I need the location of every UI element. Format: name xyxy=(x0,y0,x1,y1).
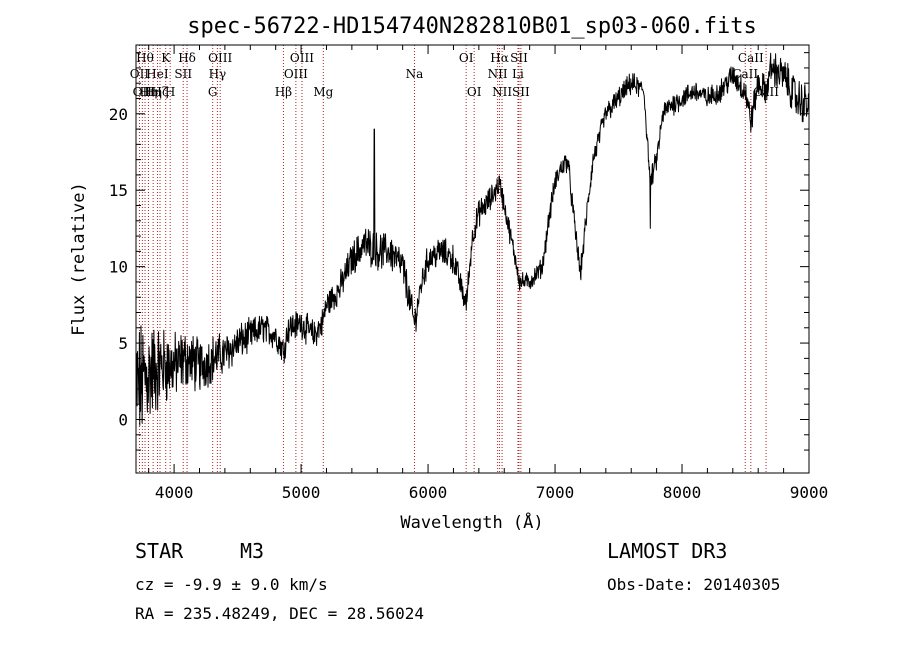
line-label: OIII xyxy=(284,67,308,81)
spectrum-line xyxy=(135,52,810,426)
line-label: SII xyxy=(174,67,192,81)
line-label: OIII xyxy=(208,51,232,65)
line-label: NII xyxy=(492,85,512,99)
line-label: Hγ xyxy=(209,67,227,81)
subclass: M3 xyxy=(240,539,265,563)
line-label: G xyxy=(208,85,218,99)
chart-title: spec-56722-HD154740N282810B01_sp03-060.f… xyxy=(187,14,757,39)
line-label: HeI xyxy=(146,67,169,81)
line-label: K xyxy=(161,51,171,65)
x-tick-label: 8000 xyxy=(663,483,702,502)
line-label: OI xyxy=(467,85,482,99)
line-label: OIII xyxy=(290,51,314,65)
line-marker-layer xyxy=(138,45,767,473)
x-tick-label: 5000 xyxy=(282,483,321,502)
x-tick-label: 9000 xyxy=(790,483,829,502)
line-label: SII xyxy=(510,51,528,65)
redshift-text: cz = -9.9 ± 9.0 km/s xyxy=(135,575,328,594)
line-label: CaII xyxy=(732,67,758,81)
line-label: Hα xyxy=(490,51,509,65)
x-axis-title: Wavelength (Å) xyxy=(400,511,543,533)
line-label: SII xyxy=(512,85,530,99)
line-label: Hη xyxy=(140,85,158,99)
plot-frame xyxy=(135,44,810,474)
line-label: Hη xyxy=(144,85,162,99)
line-label: OI xyxy=(459,51,474,65)
line-label: Hβ xyxy=(275,85,292,99)
line-label: CaII xyxy=(738,51,764,65)
line-label: H xyxy=(165,85,175,99)
y-tick-label: 10 xyxy=(109,258,128,277)
survey-name: LAMOST DR3 xyxy=(607,539,728,563)
object-class: STAR xyxy=(135,539,184,563)
y-tick-label: 20 xyxy=(109,105,128,124)
line-label: OII xyxy=(130,67,150,81)
x-tick-label: 4000 xyxy=(155,483,194,502)
coordinates-text: RA = 235.48249, DEC = 28.56024 xyxy=(135,604,424,623)
x-tick-label: 6000 xyxy=(409,483,448,502)
y-tick-label: 5 xyxy=(118,334,128,353)
line-label: Hζ xyxy=(152,85,169,99)
line-label: Hδ xyxy=(178,51,196,65)
line-label: NII xyxy=(488,67,508,81)
y-axis-title: Flux (relative) xyxy=(69,182,89,336)
line-label: Li xyxy=(512,67,524,81)
axis-ticks: 4000 5000 6000 7000 8000 9000 0 5 10 15 20 xyxy=(109,45,829,502)
obs-date: Obs-Date: 20140305 xyxy=(607,575,781,594)
x-tick-label: 7000 xyxy=(536,483,575,502)
line-label: Hθ xyxy=(136,51,154,65)
line-label: OII xyxy=(133,85,153,99)
y-tick-label: 15 xyxy=(109,181,128,200)
line-label: Na xyxy=(406,67,424,81)
line-label: Mg xyxy=(313,85,333,99)
y-tick-label: 0 xyxy=(118,411,128,430)
